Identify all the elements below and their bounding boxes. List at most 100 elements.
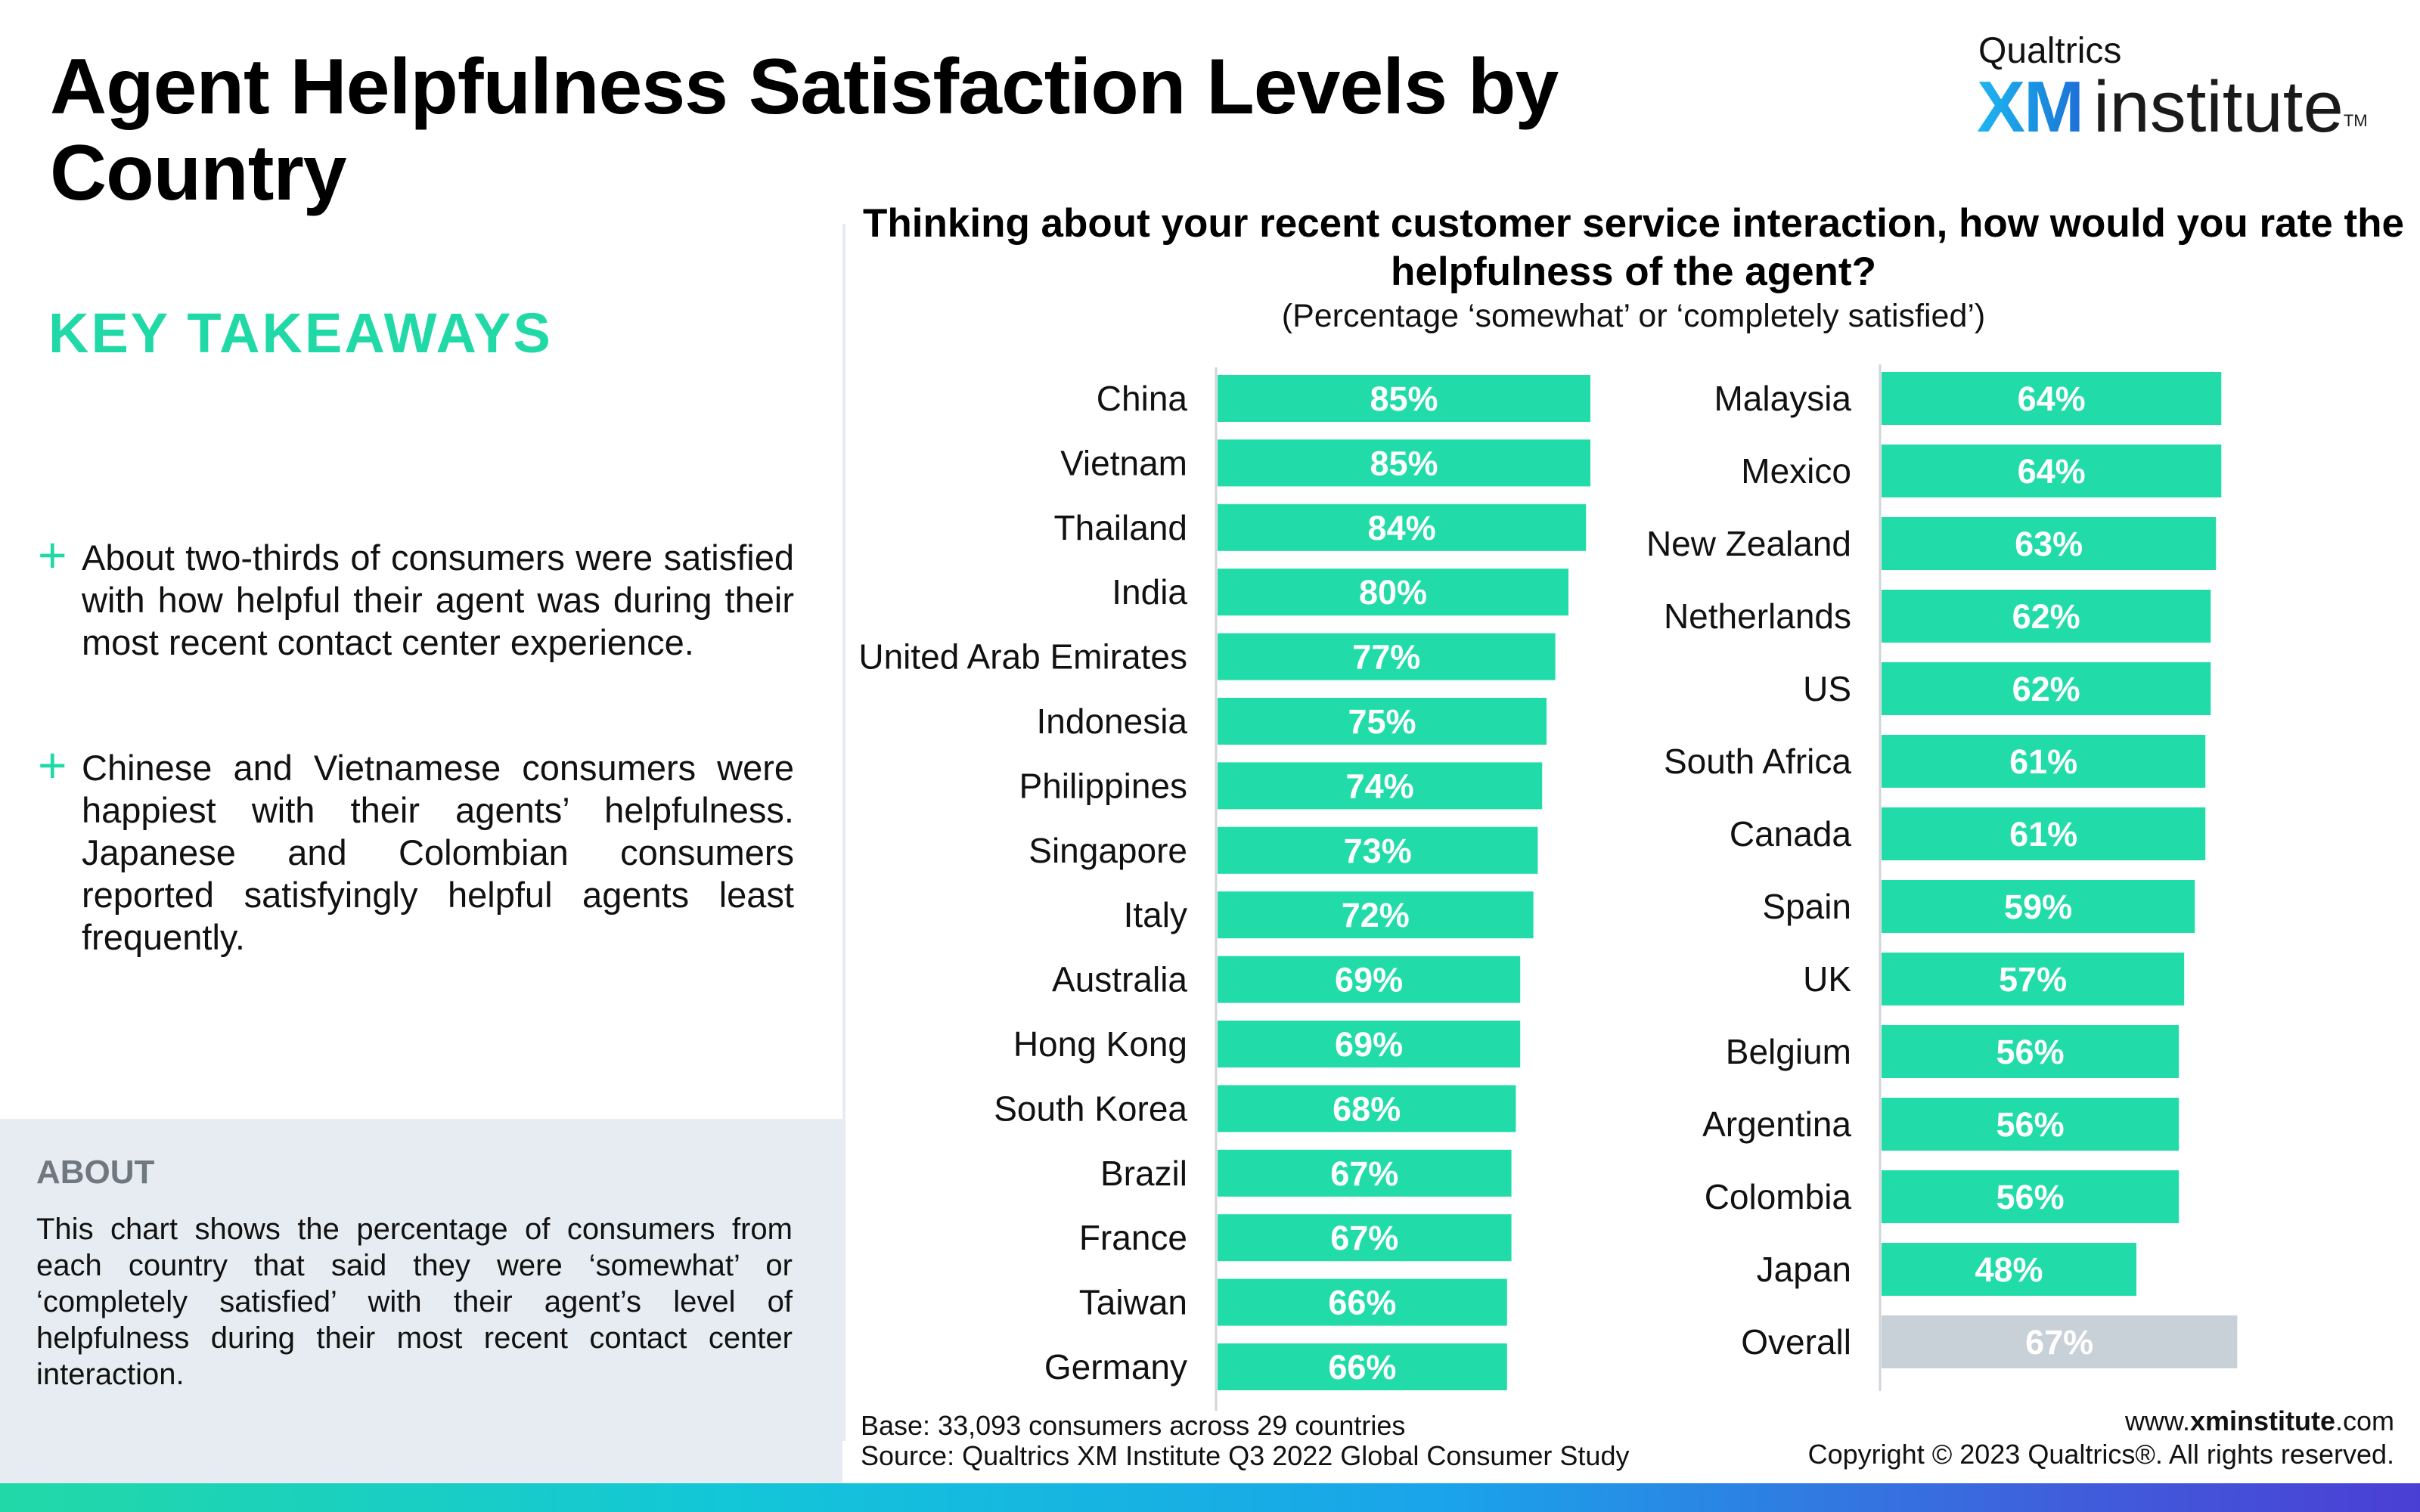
about-text: This chart shows the percentage of consu… [36, 1213, 793, 1391]
bar-malaysia [1882, 372, 2222, 425]
about-panel [0, 1119, 842, 1483]
logo-institute: institute [2093, 67, 2344, 147]
base-note: Base: 33,093 consumers across 29 countri… [861, 1410, 1406, 1441]
data-label: 74% [1346, 767, 1414, 805]
category-label: France [1079, 1218, 1187, 1257]
category-label: India [1112, 572, 1187, 612]
bar-hong-kong [1218, 1021, 1521, 1067]
data-label: 66% [1328, 1284, 1396, 1322]
vertical-divider [842, 224, 845, 1441]
bar-south-korea [1218, 1085, 1516, 1132]
category-label: Italy [1124, 895, 1187, 934]
data-label: 72% [1342, 896, 1410, 934]
bar-italy [1218, 891, 1534, 939]
bar-new-zealand [1882, 517, 2217, 570]
data-label: 61% [2009, 742, 2077, 781]
data-label: 73% [1344, 832, 1412, 870]
data-label: 75% [1348, 702, 1416, 741]
bar-belgium [1882, 1025, 2180, 1078]
bar-brazil [1218, 1149, 1512, 1197]
category-label: Canada [1730, 814, 1852, 854]
category-label: Belgium [1726, 1032, 1851, 1071]
data-label: 66% [1328, 1348, 1396, 1387]
url-prefix: www. [2124, 1405, 2190, 1436]
about-heading: ABOUT [36, 1154, 155, 1191]
data-label: 56% [1996, 1033, 2065, 1071]
category-label: Germany [1044, 1347, 1187, 1387]
bar-australia [1218, 956, 1521, 1003]
bar-canada [1882, 807, 2206, 860]
bar-singapore [1218, 826, 1538, 874]
key-takeaways-heading: KEY TAKEAWAYS [48, 302, 553, 364]
bar-united-arab-emirates [1218, 633, 1556, 680]
footer-right: www.xminstitute.com Copyright © 2023 Qua… [1808, 1405, 2394, 1471]
category-label: Argentina [1702, 1105, 1851, 1144]
category-label: US [1803, 669, 1851, 708]
data-label: 61% [2009, 815, 2077, 854]
category-label: Indonesia [1037, 702, 1188, 741]
page-title: Agent Helpfulness Satisfaction Levels by… [50, 43, 1559, 217]
bar-uk [1882, 953, 2185, 1005]
data-label: 85% [1370, 380, 1438, 418]
category-label: China [1097, 379, 1188, 418]
data-label: 69% [1335, 1025, 1403, 1064]
source-note: Source: Qualtrics XM Institute Q3 2022 G… [861, 1440, 1630, 1471]
category-label: South Africa [1664, 742, 1851, 781]
bar-china [1218, 375, 1590, 422]
chart-subtitle: (Percentage ‘somewhat’ or ‘completely sa… [1281, 298, 1986, 334]
category-label: Australia [1052, 960, 1187, 999]
category-label: South Korea [994, 1089, 1187, 1128]
bar-japan [1882, 1243, 2136, 1296]
category-label: Colombia [1705, 1177, 1852, 1216]
plus-icon: + [38, 527, 67, 583]
bar-france [1218, 1214, 1512, 1262]
logo-xm: XM [1977, 67, 2084, 147]
category-label: Japan [1757, 1250, 1851, 1289]
logo-trademark: TM [2343, 111, 2368, 130]
data-label: 62% [2012, 597, 2080, 636]
website-link[interactable]: www.xminstitute.com [1808, 1405, 2394, 1438]
bar-argentina [1882, 1098, 2180, 1151]
category-label: Singapore [1028, 831, 1187, 870]
takeaway-text: About two-thirds of consumers were satis… [82, 538, 794, 662]
category-label: Malaysia [1714, 379, 1851, 418]
data-label: 59% [2004, 888, 2072, 926]
bar-overall [1882, 1315, 2238, 1368]
data-label: 67% [1330, 1219, 1398, 1257]
bar-mexico [1882, 445, 2222, 497]
data-label: 67% [1330, 1154, 1398, 1193]
bar-vietnam [1218, 439, 1590, 487]
bar-indonesia [1218, 698, 1547, 745]
plus-icon: + [38, 737, 67, 793]
footer-notes: Base: 33,093 consumers across 29 countri… [861, 1411, 1629, 1471]
category-label: UK [1803, 959, 1851, 999]
data-label: 80% [1359, 573, 1427, 612]
category-label: Philippines [1019, 766, 1187, 805]
url-domain: xminstitute [2189, 1405, 2335, 1436]
category-label: New Zealand [1646, 524, 1851, 563]
takeaway-item: + About two-thirds of consumers were sat… [38, 527, 794, 664]
bar-spain [1882, 880, 2195, 933]
bar-thailand [1218, 503, 1587, 551]
brand-gradient-strip [0, 1483, 2420, 1512]
category-label: Netherlands [1664, 596, 1851, 636]
bar-india [1218, 569, 1568, 616]
copyright: Copyright © 2023 Qualtrics®. All rights … [1807, 1439, 2394, 1470]
bar-philippines [1218, 762, 1543, 810]
category-label: United Arab Emirates [858, 637, 1187, 677]
category-label: Vietnam [1060, 443, 1187, 482]
data-label: 77% [1352, 638, 1420, 677]
bar-taiwan [1218, 1278, 1507, 1326]
data-label: 69% [1335, 961, 1403, 999]
data-label: 57% [1999, 960, 2067, 999]
category-label: Spain [1762, 887, 1851, 926]
category-label: Brazil [1100, 1154, 1187, 1193]
category-label: Hong Kong [1013, 1024, 1187, 1064]
data-label: 84% [1368, 509, 1436, 547]
takeaway-item: + Chinese and Vietnamese consumers were … [38, 737, 794, 959]
logo-xm-institute: XM instituteTM [1977, 70, 2368, 145]
bar-us [1882, 662, 2211, 715]
data-label: 48% [1975, 1250, 2043, 1289]
category-label: Thailand [1054, 508, 1187, 547]
bar-south-africa [1882, 735, 2206, 788]
